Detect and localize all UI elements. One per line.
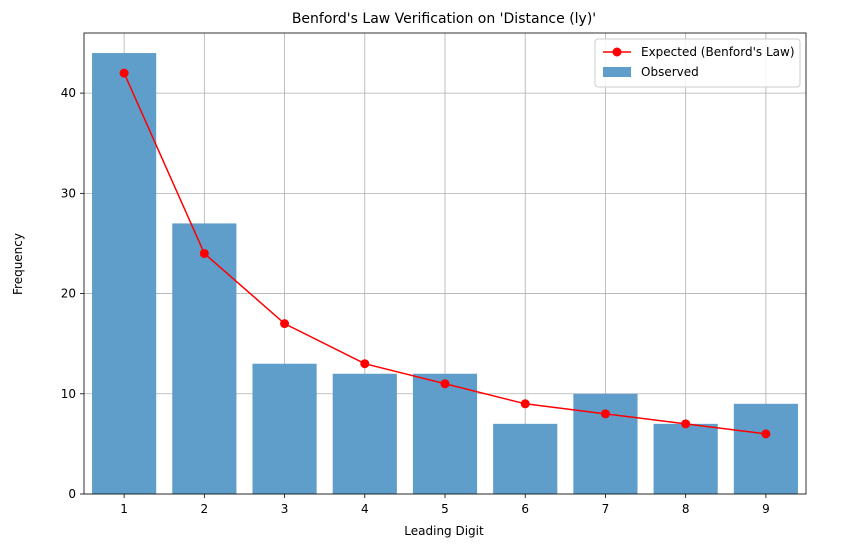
x-tick-label-4: 4 [361,502,369,516]
expected-point-6 [520,399,530,409]
legend-marker-swatch [612,47,622,57]
bar-6 [493,423,558,494]
expected-point-5 [440,379,450,389]
x-tick-label-9: 9 [762,502,770,516]
bar-8 [653,423,718,494]
expected-line [119,68,771,439]
expected-point-8 [681,419,691,429]
bar-5 [412,373,478,494]
chart-title: Benford's Law Verification on 'Distance … [292,11,596,27]
x-tick-label-7: 7 [602,502,610,516]
x-tick-label-2: 2 [201,502,209,516]
bar-3 [252,363,317,494]
x-tick-label-6: 6 [521,502,529,516]
x-tick-label-5: 5 [441,502,449,516]
y-ticks: 0 10 20 30 40 [61,86,84,501]
x-ticks: 1 2 3 4 5 6 7 8 9 [120,494,770,516]
bar-9 [733,403,798,494]
x-tick-label-1: 1 [120,502,128,516]
x-tick-label-8: 8 [682,502,690,516]
legend-label-1: Observed [641,65,699,79]
bar-1 [92,53,157,494]
y-tick-label-40: 40 [61,86,76,100]
bar-4 [332,373,397,494]
expected-point-7 [600,409,610,419]
legend: Expected (Benford's Law) Observed [594,38,801,88]
expected-point-3 [280,319,290,329]
legend-bar-swatch [603,67,631,77]
y-axis-label: Frequency [11,233,25,295]
x-tick-label-3: 3 [281,502,289,516]
expected-point-1 [119,68,129,78]
y-tick-label-30: 30 [61,186,76,200]
y-tick-label-10: 10 [61,387,76,401]
expected-point-2 [199,248,209,258]
expected-point-4 [360,359,370,369]
expected-point-9 [761,429,771,439]
legend-box [594,38,801,88]
bar-7 [573,393,638,494]
observed-bars [92,53,798,495]
x-axis-label: Leading Digit [404,524,484,538]
y-tick-label-20: 20 [61,287,76,301]
legend-label-0: Expected (Benford's Law) [641,45,795,59]
bar-2 [172,223,237,495]
y-tick-label-0: 0 [68,487,76,501]
